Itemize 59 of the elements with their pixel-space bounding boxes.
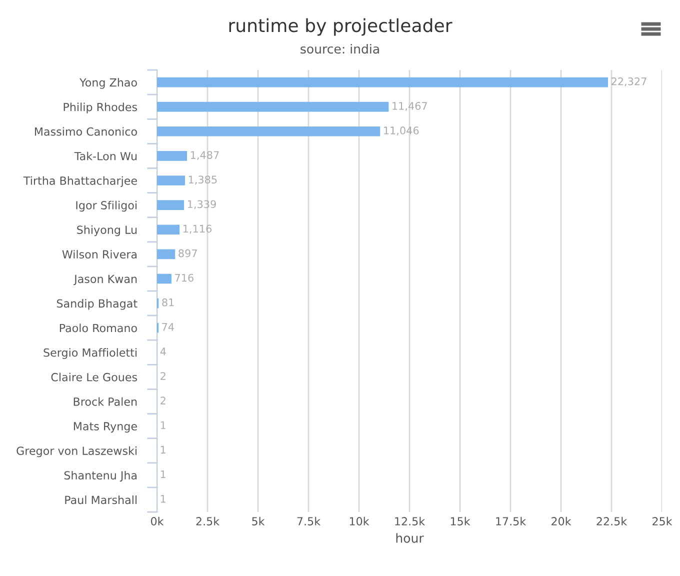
y-tick-label: Tirtha Bhattacharjee: [23, 176, 137, 188]
data-label: 2: [160, 396, 166, 404]
data-label: 11,467: [392, 102, 427, 111]
bar: [157, 249, 176, 260]
bar: [157, 102, 389, 112]
data-label: 1: [160, 470, 166, 478]
y-tick-label: Sergio Maffioletti: [44, 348, 137, 359]
x-tick-label: 0k: [150, 516, 164, 526]
y-tick-label: Gregor von Laszewski: [16, 446, 137, 458]
bar: [157, 274, 172, 284]
x-tick-label: 22.5k: [596, 516, 628, 526]
data-label: 81: [162, 298, 174, 306]
y-tick-label: Jason Kwan: [74, 274, 137, 286]
data-label: 1: [160, 421, 166, 429]
bar: [157, 126, 380, 136]
bar: [157, 224, 180, 235]
data-label: 74: [162, 323, 174, 331]
y-tick-label: Paul Marshall: [65, 496, 137, 504]
data-label: 2: [160, 372, 166, 380]
y-tick-label: Shantenu Jha: [64, 470, 137, 482]
data-label: 1,385: [188, 176, 217, 185]
x-tick-label: 5k: [252, 516, 265, 526]
y-tick-label: Brock Palen: [74, 397, 137, 406]
data-label: 1,116: [183, 224, 212, 234]
x-tick-label: 15k: [450, 516, 470, 526]
x-axis-title: hour: [396, 533, 424, 543]
x-tick-label: 7.5k: [297, 516, 321, 526]
y-tick-label: Shiyong Lu: [77, 225, 137, 236]
chart-title: runtime by projectleader: [229, 18, 452, 36]
bar: [157, 77, 608, 88]
x-tick-label: 25k: [652, 516, 672, 526]
y-tick-label: Philip Rhodes: [64, 102, 138, 114]
data-label: 4: [160, 348, 166, 356]
data-label: 1,339: [188, 200, 216, 210]
y-tick-label: Yong Zhao: [80, 78, 137, 89]
y-tick-label: Paolo Romano: [60, 324, 137, 332]
data-label: 1: [160, 446, 166, 454]
data-label: 1,487: [190, 151, 219, 160]
x-tick-label: 12.5k: [395, 516, 426, 526]
data-label: 22,327: [612, 77, 646, 86]
data-label: 716: [175, 274, 194, 282]
x-tick-label: 2.5k: [196, 516, 220, 526]
y-tick-label: Mats Rynge: [74, 422, 137, 433]
y-tick-label: Igor Sfiligoi: [76, 200, 137, 212]
y-tick-label: Wilson Rivera: [62, 250, 137, 259]
x-tick-label: 17.5k: [496, 516, 526, 526]
chart-subtitle: source: india: [300, 44, 379, 54]
bar: [157, 151, 188, 161]
bar: [157, 176, 185, 186]
y-tick-label: Sandip Bhagat: [56, 299, 138, 310]
y-tick-label: Massimo Canonico: [34, 127, 137, 136]
y-tick-label: Claire Le Goues: [51, 372, 138, 382]
data-label: 897: [178, 249, 197, 258]
x-tick-label: 10k: [350, 516, 370, 526]
bar: [157, 200, 184, 210]
data-label: 11,046: [384, 126, 419, 136]
data-label: 1: [160, 495, 166, 503]
y-tick-label: Tak-Lon Wu: [74, 152, 137, 160]
x-tick-label: 20k: [552, 516, 572, 526]
